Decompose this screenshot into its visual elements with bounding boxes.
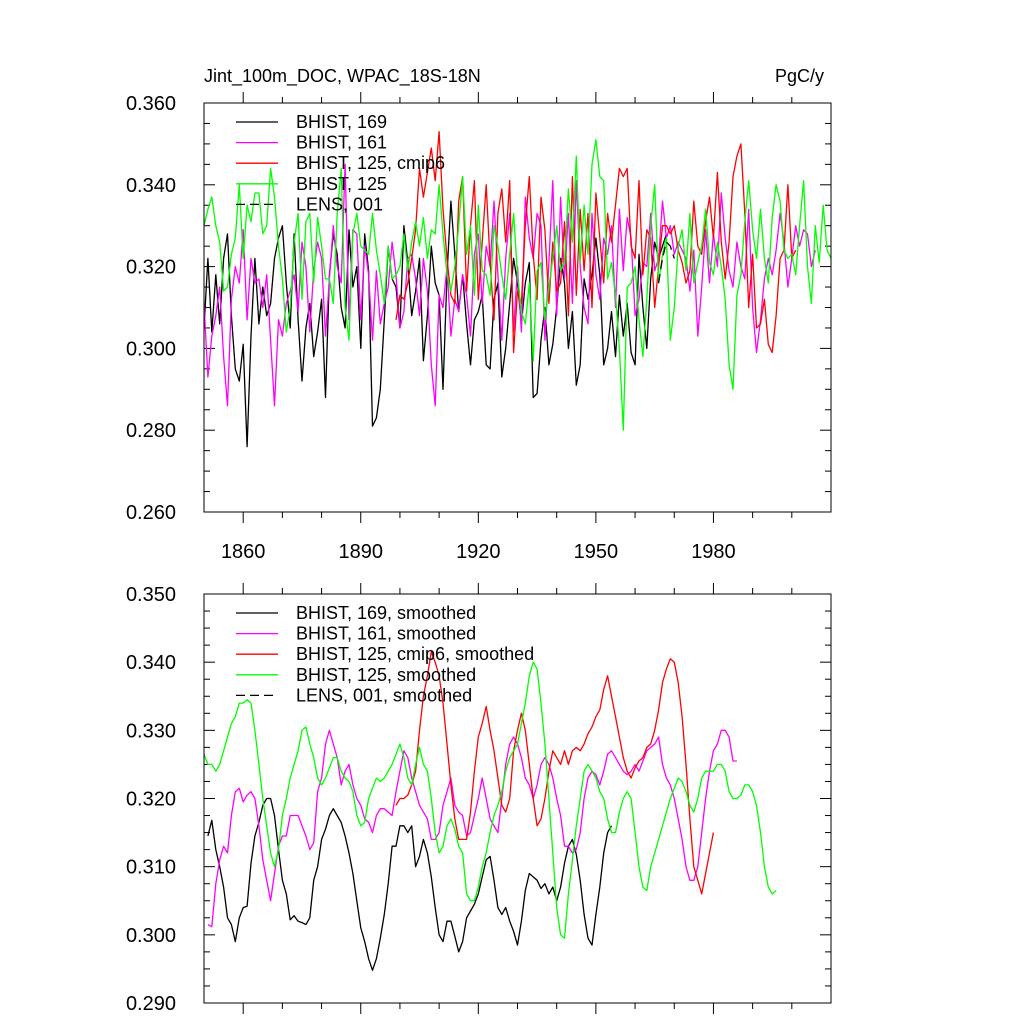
x-tick-label: 1920 [456,541,501,563]
y-tick-label: 0.320 [126,257,176,279]
series-line-2 [395,651,715,895]
plot-frame [203,102,832,513]
y-tick-label: 0.350 [126,584,176,606]
legend-entry: BHIST, 161, smoothed [296,624,476,644]
y-tick-label: 0.300 [126,338,176,360]
series-line-3 [204,139,831,431]
legend-entry: BHIST, 125 [296,174,387,194]
panel-bottom: 0.290 0.300 0.310 0.320 0.330 0.340 0.350 BHIST… [126,583,832,1015]
y-tick-label: 0.340 [126,652,176,674]
y-tick-label: 0.290 [126,993,176,1015]
x-tick-label: 1950 [574,541,619,563]
legend-entry: LENS, 001, smoothed [296,685,472,705]
y-tick-label: 0.300 [126,925,176,947]
legend-entry: BHIST, 125, cmip6 [296,153,445,173]
series-line-3 [204,661,777,939]
y-tick-label: 0.320 [126,789,176,811]
legend-entry: BHIST, 169 [296,112,387,132]
y-tick-label: 0.360 [126,93,176,115]
y-tick-label: 0.260 [126,502,176,524]
series-line-1 [207,729,737,928]
legend-entry: BHIST, 169, smoothed [296,603,476,623]
legend-entry: BHIST, 161 [296,133,387,153]
x-tick-label: 1890 [339,541,384,563]
x-tick-label: 1980 [691,541,736,563]
series-line-4 [657,241,675,284]
y-tick-label: 0.340 [126,175,176,197]
series-line-0 [204,200,668,448]
panel-top: Jint_100m_DOC, WPAC_18S-18N PgC/y 0.260 0.2… [126,66,832,563]
chart-title: Jint_100m_DOC, WPAC_18S-18N [204,66,481,87]
plot-frame [203,593,832,1004]
legend-entry: BHIST, 125, cmip6, smoothed [296,644,534,664]
y-tick-label: 0.280 [126,420,176,442]
y-tick-label: 0.330 [126,720,176,742]
legend-entry: LENS, 001 [296,194,383,214]
y-tick-label: 0.310 [126,857,176,879]
chart-units: PgC/y [775,66,824,86]
legend-entry: BHIST, 125, smoothed [296,665,476,685]
x-tick-label: 1860 [221,541,266,563]
series-line-0 [207,797,613,971]
